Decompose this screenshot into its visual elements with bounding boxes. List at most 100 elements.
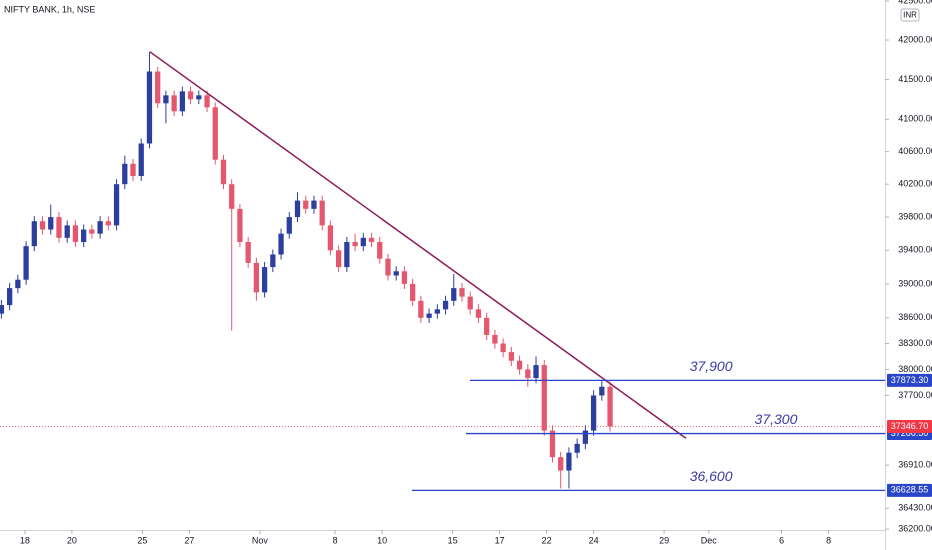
candle-body (541, 365, 547, 431)
x-tick-label: 10 (377, 535, 387, 545)
candle-body (113, 184, 120, 226)
candle-body (72, 225, 79, 242)
level-price-tag: 36628.55 (891, 485, 929, 495)
candle-body (410, 283, 416, 301)
candle-body (270, 254, 276, 268)
candle-body (344, 241, 350, 268)
candle-body (582, 430, 589, 444)
y-tick-label: 37700.00 (898, 390, 932, 400)
x-tick-label: 25 (137, 535, 147, 545)
y-tick-label: 41500.00 (898, 74, 932, 84)
x-tick-label: 8 (333, 535, 338, 545)
level-price-tag: 37873.30 (891, 375, 929, 385)
candle-body (204, 95, 210, 108)
candle-body (484, 317, 490, 335)
y-tick-label: 36200.00 (898, 523, 932, 533)
candle-body (311, 200, 317, 209)
candle-body (418, 300, 424, 318)
candle-body (516, 360, 523, 370)
x-tick-label: Dec (701, 535, 718, 545)
y-tick-label: 39400.00 (898, 245, 932, 255)
candle-body (294, 200, 301, 218)
x-tick-label: 22 (542, 535, 552, 545)
candle-body (599, 386, 605, 396)
y-tick-label: 38600.00 (898, 312, 932, 322)
candle-body (64, 225, 70, 238)
candle-body (607, 386, 613, 427)
candle-body (155, 71, 161, 104)
trendline (149, 51, 687, 439)
candle-body (303, 200, 309, 209)
candle-body (352, 241, 358, 247)
x-tick-label: 8 (826, 535, 831, 545)
candle-body (179, 91, 185, 112)
candle-body (237, 208, 243, 242)
candle-body (187, 91, 194, 100)
x-tick-label: Nov (252, 535, 269, 545)
candle-body (122, 163, 128, 185)
currency: INR (903, 11, 917, 20)
candle-body (558, 457, 564, 471)
candle-body (442, 300, 449, 310)
candle-body (385, 258, 391, 276)
y-tick-label: 38300.00 (898, 338, 932, 348)
candle-body (459, 288, 465, 297)
candle-body (196, 95, 202, 100)
candle-body (451, 288, 457, 301)
x-tick-label: 6 (779, 535, 784, 545)
candle-body (500, 343, 506, 353)
candle-body (130, 163, 136, 177)
candle-body (0, 305, 5, 314)
candle-body (15, 279, 21, 289)
candle-body (31, 221, 37, 247)
y-tick-label: 42000.00 (898, 34, 932, 44)
candle-body (590, 395, 597, 431)
candle-body (393, 271, 399, 276)
x-tick-label: 18 (20, 535, 30, 545)
candle-body (56, 217, 62, 238)
y-tick-label: 36910.00 (898, 460, 932, 470)
y-tick-label: 38000.00 (898, 364, 932, 374)
candle-body (171, 95, 177, 112)
candle-body (97, 221, 103, 234)
x-tick-label: 29 (659, 535, 669, 545)
level-price-tag-bg (887, 483, 932, 497)
candle-body (335, 250, 342, 268)
candle-body (261, 267, 268, 293)
x-tick-label: 17 (495, 535, 505, 545)
last-price-tag-bg (887, 419, 932, 433)
candle-body (549, 430, 556, 458)
candle-body (253, 262, 260, 293)
x-tick-label: 20 (67, 535, 77, 545)
candle-body (212, 107, 218, 160)
candle-body (492, 334, 498, 344)
y-tick-label: 40200.00 (898, 179, 932, 189)
level-text: 37,300 (755, 411, 798, 427)
candle-body (377, 241, 383, 259)
level-text: 36,600 (690, 468, 733, 484)
level-price-tag-bg (887, 373, 932, 387)
candle-body (7, 288, 13, 306)
candle-body (401, 271, 408, 284)
candle-body (220, 159, 227, 185)
candle-body (278, 233, 284, 255)
candle-body (533, 365, 539, 379)
candle-body (434, 309, 440, 314)
y-tick-label: 39800.00 (898, 211, 932, 221)
candle-body (525, 369, 531, 379)
candle-body (23, 246, 29, 280)
currency-box (900, 8, 920, 22)
candle-body (566, 452, 572, 471)
candle-body (327, 225, 334, 251)
y-tick-label: 36430.00 (898, 503, 932, 513)
y-tick-label: 40600.00 (898, 146, 932, 156)
candle-body (245, 241, 251, 263)
candle-body (319, 200, 325, 226)
candle-body (467, 296, 473, 310)
candle-body (286, 217, 292, 234)
candle-body (146, 71, 153, 144)
candle-body (574, 443, 580, 453)
candle-body (368, 237, 375, 242)
